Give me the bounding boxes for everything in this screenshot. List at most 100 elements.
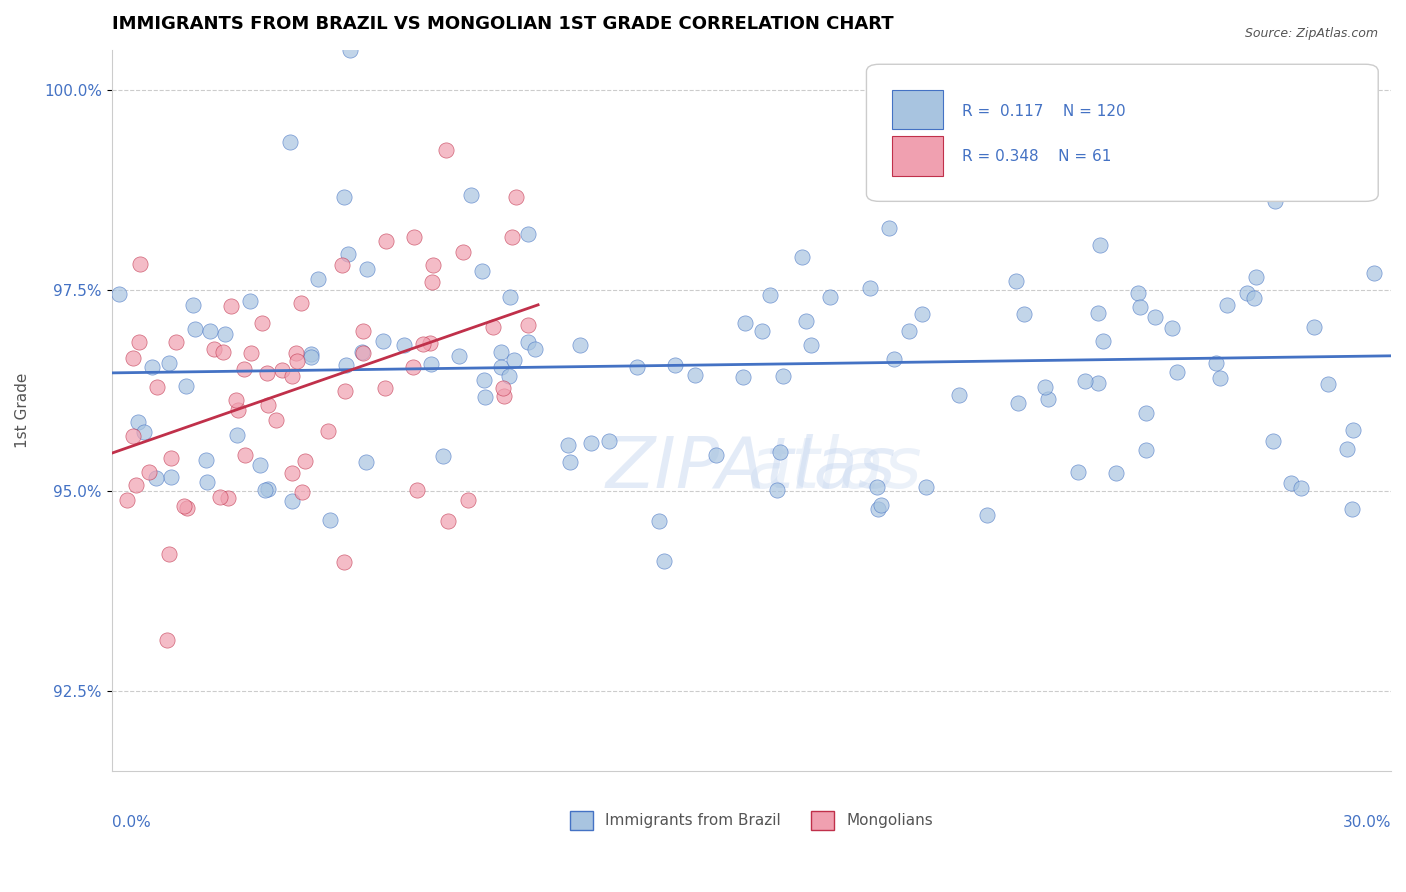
- Immigrants from Brazil: [502, 352, 524, 367]
- Immigrants from Brazil: [794, 314, 817, 328]
- Immigrants from Brazil: [579, 436, 602, 450]
- Immigrants from Brazil: [1246, 270, 1268, 285]
- Text: R = 0.348    N = 61: R = 0.348 N = 61: [962, 149, 1112, 164]
- Immigrants from Brazil: [557, 438, 579, 452]
- Mongolians: [281, 369, 304, 384]
- Immigrants from Brazil: [769, 445, 792, 459]
- Immigrants from Brazil: [800, 338, 823, 352]
- Immigrants from Brazil: [976, 508, 998, 522]
- Immigrants from Brazil: [319, 513, 342, 527]
- Immigrants from Brazil: [647, 514, 669, 528]
- Text: atlas: atlas: [747, 434, 922, 503]
- Immigrants from Brazil: [914, 480, 936, 494]
- Immigrants from Brazil: [1166, 366, 1188, 380]
- Immigrants from Brazil: [373, 334, 395, 348]
- Immigrants from Brazil: [1160, 321, 1182, 335]
- Mongolians: [517, 318, 540, 332]
- Immigrants from Brazil: [198, 324, 221, 338]
- Immigrants from Brazil: [883, 352, 905, 367]
- Immigrants from Brazil: [858, 281, 880, 295]
- Immigrants from Brazil: [898, 324, 921, 338]
- Immigrants from Brazil: [1036, 392, 1059, 406]
- Mongolians: [225, 392, 247, 407]
- Immigrants from Brazil: [1289, 481, 1312, 495]
- Immigrants from Brazil: [489, 345, 512, 359]
- Immigrants from Brazil: [818, 290, 841, 304]
- Immigrants from Brazil: [225, 427, 247, 442]
- Mongolians: [125, 478, 148, 492]
- Mongolians: [221, 299, 243, 313]
- Mongolians: [271, 362, 294, 376]
- Immigrants from Brazil: [1033, 168, 1056, 182]
- Mongolians: [436, 514, 458, 528]
- Immigrants from Brazil: [1007, 396, 1029, 410]
- Immigrants from Brazil: [1005, 274, 1028, 288]
- Mongolians: [451, 244, 474, 259]
- Immigrants from Brazil: [1033, 379, 1056, 393]
- Immigrants from Brazil: [1315, 130, 1337, 145]
- Immigrants from Brazil: [447, 349, 470, 363]
- Y-axis label: 1st Grade: 1st Grade: [15, 373, 30, 449]
- Immigrants from Brazil: [1215, 298, 1237, 312]
- Immigrants from Brazil: [911, 307, 934, 321]
- Immigrants from Brazil: [307, 272, 329, 286]
- Mongolians: [256, 366, 278, 380]
- Immigrants from Brazil: [1205, 356, 1227, 370]
- Legend: Immigrants from Brazil, Mongolians: Immigrants from Brazil, Mongolians: [564, 805, 939, 836]
- Immigrants from Brazil: [683, 368, 706, 382]
- Mongolians: [316, 424, 339, 438]
- Mongolians: [226, 402, 249, 417]
- Immigrants from Brazil: [352, 345, 374, 359]
- Text: 0.0%: 0.0%: [111, 814, 150, 830]
- Immigrants from Brazil: [751, 325, 773, 339]
- Immigrants from Brazil: [1336, 442, 1358, 456]
- Immigrants from Brazil: [394, 338, 416, 352]
- Immigrants from Brazil: [335, 358, 357, 372]
- Immigrants from Brazil: [1243, 291, 1265, 305]
- Immigrants from Brazil: [181, 298, 204, 312]
- Mongolians: [202, 342, 225, 356]
- Immigrants from Brazil: [1074, 375, 1097, 389]
- Mongolians: [146, 380, 169, 394]
- Immigrants from Brazil: [107, 287, 129, 301]
- Mongolians: [492, 389, 515, 403]
- Immigrants from Brazil: [174, 379, 197, 393]
- Immigrants from Brazil: [772, 368, 794, 383]
- Mongolians: [330, 258, 353, 272]
- Mongolians: [239, 346, 262, 360]
- Immigrants from Brazil: [256, 482, 278, 496]
- Immigrants from Brazil: [159, 356, 181, 370]
- Immigrants from Brazil: [1302, 320, 1324, 334]
- Mongolians: [122, 351, 145, 365]
- Immigrants from Brazil: [664, 358, 686, 372]
- Immigrants from Brazil: [239, 293, 262, 308]
- Immigrants from Brazil: [1129, 300, 1152, 314]
- Immigrants from Brazil: [337, 246, 360, 260]
- Text: R =  0.117    N = 120: R = 0.117 N = 120: [962, 103, 1126, 119]
- Immigrants from Brazil: [1126, 286, 1149, 301]
- Mongolians: [209, 491, 232, 505]
- Mongolians: [457, 492, 479, 507]
- Immigrants from Brazil: [356, 262, 378, 277]
- Immigrants from Brazil: [432, 449, 454, 463]
- Mongolians: [284, 346, 307, 360]
- Mongolians: [333, 384, 356, 399]
- Bar: [891, 89, 943, 129]
- Mongolians: [115, 493, 138, 508]
- Immigrants from Brazil: [281, 493, 304, 508]
- Immigrants from Brazil: [195, 475, 218, 489]
- Mongolians: [176, 500, 198, 515]
- Immigrants from Brazil: [253, 483, 276, 497]
- Immigrants from Brazil: [1341, 502, 1364, 516]
- Immigrants from Brazil: [1067, 465, 1090, 479]
- Mongolians: [232, 362, 254, 376]
- Immigrants from Brazil: [626, 360, 648, 375]
- Immigrants from Brazil: [598, 434, 620, 448]
- Immigrants from Brazil: [1087, 376, 1109, 391]
- Mongolians: [333, 555, 356, 569]
- Immigrants from Brazil: [1088, 238, 1111, 252]
- Mongolians: [252, 316, 274, 330]
- Mongolians: [138, 465, 160, 479]
- Mongolians: [434, 143, 457, 157]
- Mongolians: [352, 324, 374, 338]
